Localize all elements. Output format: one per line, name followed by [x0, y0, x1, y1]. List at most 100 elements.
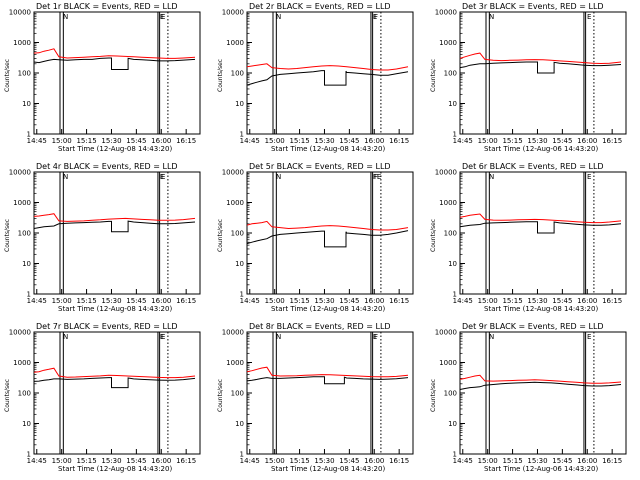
x-tick-label: 15:15 — [502, 457, 522, 465]
plot-frame — [459, 331, 627, 455]
marker-label: E — [373, 333, 377, 341]
x-axis-label: Start Time (12-Aug-08 14:43:20) — [58, 465, 173, 473]
plot-frame — [246, 331, 414, 455]
x-tick-label: 15:45 — [552, 457, 572, 465]
panel-title: Det 3r BLACK = Events, RED = LLD — [462, 2, 604, 11]
marker-label: E — [161, 333, 165, 341]
y-tick-label: 1 — [453, 131, 457, 139]
x-tick-label: 16:15 — [389, 297, 409, 305]
marker-label: N — [489, 173, 494, 181]
detector-panel-7: 1 10 100 1000 10000 14:45 15:00 15:15 15:30 15:45… — [0, 320, 213, 480]
x-axis-label: Start Time (12-Aug-08 14:43:20) — [271, 305, 386, 313]
x-tick-label: 16:00 — [151, 457, 171, 465]
y-tick-label: 10 — [448, 260, 457, 268]
x-tick-label: 14:45 — [27, 297, 47, 305]
y-axis-label: Counts/sec — [4, 58, 11, 92]
y-axis-label: Counts/sec — [430, 58, 437, 92]
chart-plot: 1 10 100 1000 10000 14:45 15:00 15:15 15:30 15:45… — [222, 9, 414, 145]
detector-panel-5: 1 10 100 1000 10000 14:45 15:00 15:15 15:30 15:45… — [213, 160, 426, 320]
chart-plot: 1 10 100 1000 10000 14:45 15:00 15:15 15:30 15:45… — [9, 329, 201, 465]
events-series-line — [33, 220, 196, 233]
y-tick-label: 10000 — [222, 329, 244, 337]
x-tick-label: 15:30 — [314, 457, 334, 465]
events-series-line — [459, 61, 622, 74]
events-series-line — [459, 221, 622, 234]
x-tick-label: 15:30 — [101, 137, 121, 145]
y-axis-label: Counts/sec — [4, 378, 11, 412]
detector-panel-6: 1 10 100 1000 10000 14:45 15:00 15:15 15:30 15:45… — [426, 160, 639, 320]
x-tick-label: 15:15 — [289, 457, 309, 465]
x-tick-label: 15:30 — [527, 297, 547, 305]
y-tick-label: 1000 — [226, 39, 244, 47]
y-tick-label: 10000 — [9, 169, 31, 177]
marker-label: N — [63, 13, 68, 21]
marker-label: E — [160, 173, 164, 181]
x-tick-label: 16:00 — [577, 297, 597, 305]
y-tick-label: 1000 — [226, 199, 244, 207]
plot-frame — [246, 11, 414, 135]
y-tick-label: 10 — [235, 260, 244, 268]
x-tick-label: 15:00 — [478, 457, 498, 465]
y-tick-label: 10 — [448, 100, 457, 108]
events-series-line — [246, 70, 409, 86]
y-tick-label: 1000 — [439, 199, 457, 207]
y-tick-label: 1 — [27, 291, 31, 299]
y-axis-label: Counts/sec — [217, 218, 224, 252]
x-tick-label: 15:00 — [478, 297, 498, 305]
y-tick-label: 1 — [453, 451, 457, 459]
panel-title: Det 1r BLACK = Events, RED = LLD — [36, 2, 178, 11]
x-tick-label: 14:45 — [240, 457, 260, 465]
marker-label: N — [489, 13, 494, 21]
x-tick-label: 16:00 — [151, 137, 171, 145]
x-tick-label: 15:45 — [339, 137, 359, 145]
x-tick-label: 14:45 — [453, 137, 473, 145]
x-tick-label: 15:15 — [502, 297, 522, 305]
chart-plot: 1 10 100 1000 10000 14:45 15:00 15:15 15:30 15:45… — [435, 169, 627, 305]
y-tick-label: 1 — [27, 131, 31, 139]
x-tick-label: 14:45 — [27, 137, 47, 145]
marker-label: N — [276, 173, 281, 181]
x-tick-label: 14:45 — [240, 137, 260, 145]
detector-panel-4: 1 10 100 1000 10000 14:45 15:00 15:15 15:30 15:45… — [0, 160, 213, 320]
x-tick-label: 15:00 — [265, 137, 285, 145]
x-tick-label: 16:00 — [577, 137, 597, 145]
plot-frame — [33, 11, 201, 135]
detector-panel-8: 1 10 100 1000 10000 14:45 15:00 15:15 15:30 15:45… — [213, 320, 426, 480]
x-tick-label: 16:15 — [602, 137, 622, 145]
marker-label: E — [160, 333, 164, 341]
y-axis-label: Counts/sec — [4, 218, 11, 252]
y-axis-label: Counts/sec — [217, 58, 224, 92]
y-tick-label: 100 — [18, 390, 31, 398]
x-tick-label: 15:30 — [101, 457, 121, 465]
chart-plot: 1 10 100 1000 10000 14:45 15:00 15:15 15:30 15:45… — [435, 329, 627, 465]
y-tick-label: 10000 — [222, 169, 244, 177]
y-axis-label: Counts/sec — [217, 378, 224, 412]
y-tick-label: 1 — [240, 291, 244, 299]
y-tick-label: 1 — [27, 451, 31, 459]
y-tick-label: 10000 — [9, 9, 31, 17]
events-series-line — [33, 377, 196, 389]
panel-title: Det 7r BLACK = Events, RED = LLD — [36, 322, 178, 331]
x-tick-label: 15:15 — [76, 457, 96, 465]
x-tick-label: 14:45 — [453, 457, 473, 465]
detector-panel-2: 1 10 100 1000 10000 14:45 15:00 15:15 15:30 15:45… — [213, 0, 426, 160]
y-tick-label: 10 — [448, 420, 457, 428]
marker-label: E — [587, 173, 591, 181]
x-axis-label: Start Time (12-Aug-08 14:43:20) — [271, 465, 386, 473]
y-tick-label: 100 — [444, 390, 457, 398]
x-tick-label: 15:45 — [126, 297, 146, 305]
y-tick-label: 100 — [231, 390, 244, 398]
x-tick-label: 16:15 — [602, 457, 622, 465]
plot-frame — [33, 171, 201, 295]
panel-title: Det 6r BLACK = Events, RED = LLD — [462, 162, 604, 171]
events-series-line — [33, 57, 196, 70]
marker-label: N — [63, 173, 68, 181]
marker-label: E — [160, 13, 164, 21]
x-tick-label: 15:00 — [52, 137, 72, 145]
x-tick-label: 15:30 — [527, 457, 547, 465]
x-tick-label: 15:15 — [289, 297, 309, 305]
chart-plot: 1 10 100 1000 10000 14:45 15:00 15:15 15:30 15:45… — [9, 169, 201, 305]
panel-title: Det 8r BLACK = Events, RED = LLD — [249, 322, 391, 331]
marker-label: E — [587, 333, 591, 341]
x-tick-label: 14:45 — [27, 457, 47, 465]
